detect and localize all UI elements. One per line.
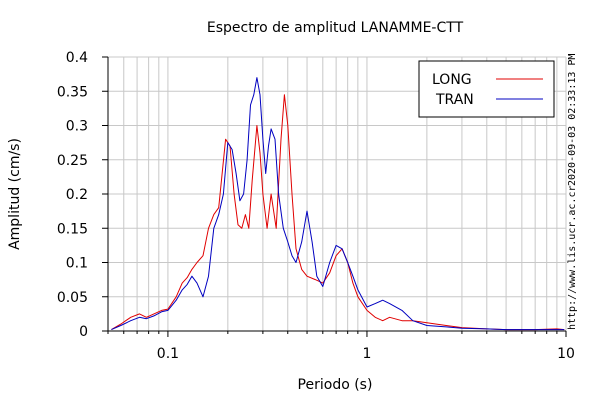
y-tick-label: 0.25 <box>57 153 88 169</box>
x-tick-label: 10 <box>557 346 575 362</box>
series-line-long <box>111 94 565 331</box>
y-tick-label: 0.05 <box>57 290 88 306</box>
series-layer <box>111 77 565 331</box>
y-tick-label: 0.3 <box>66 119 88 135</box>
legend: LONG TRAN <box>418 60 555 118</box>
y-tick-label: 0.15 <box>57 221 88 237</box>
grid <box>107 56 567 331</box>
legend-label-long: LONG <box>432 72 472 88</box>
tick-labels: 0 0.05 0.1 0.15 0.2 0.25 0.3 0.35 0.4 0.1 1 10 <box>57 50 575 362</box>
legend-label-tran: TRAN <box>435 92 474 108</box>
chart-title: Espectro de amplitud LANAMME-CTT <box>207 20 464 36</box>
y-tick-label: 0.2 <box>66 187 88 203</box>
y-tick-label: 0.35 <box>57 84 88 100</box>
x-tick-label: 1 <box>362 346 371 362</box>
y-tick-label: 0.1 <box>66 256 88 272</box>
legend-box <box>418 60 555 118</box>
x-axis-label: Periodo (s) <box>298 377 373 393</box>
url-text: http://www.lis.ucr.ac.cr <box>567 186 578 331</box>
axes <box>102 56 567 337</box>
series-line-tran <box>111 77 565 331</box>
y-axis-label: Amplitud (cm/s) <box>7 138 23 250</box>
timestamp-text: 2020-09-03 02:33:13 PM <box>567 54 578 186</box>
y-tick-label: 0.4 <box>66 50 88 66</box>
y-tick-label: 0 <box>79 324 88 340</box>
x-tick-label: 0.1 <box>157 346 179 362</box>
